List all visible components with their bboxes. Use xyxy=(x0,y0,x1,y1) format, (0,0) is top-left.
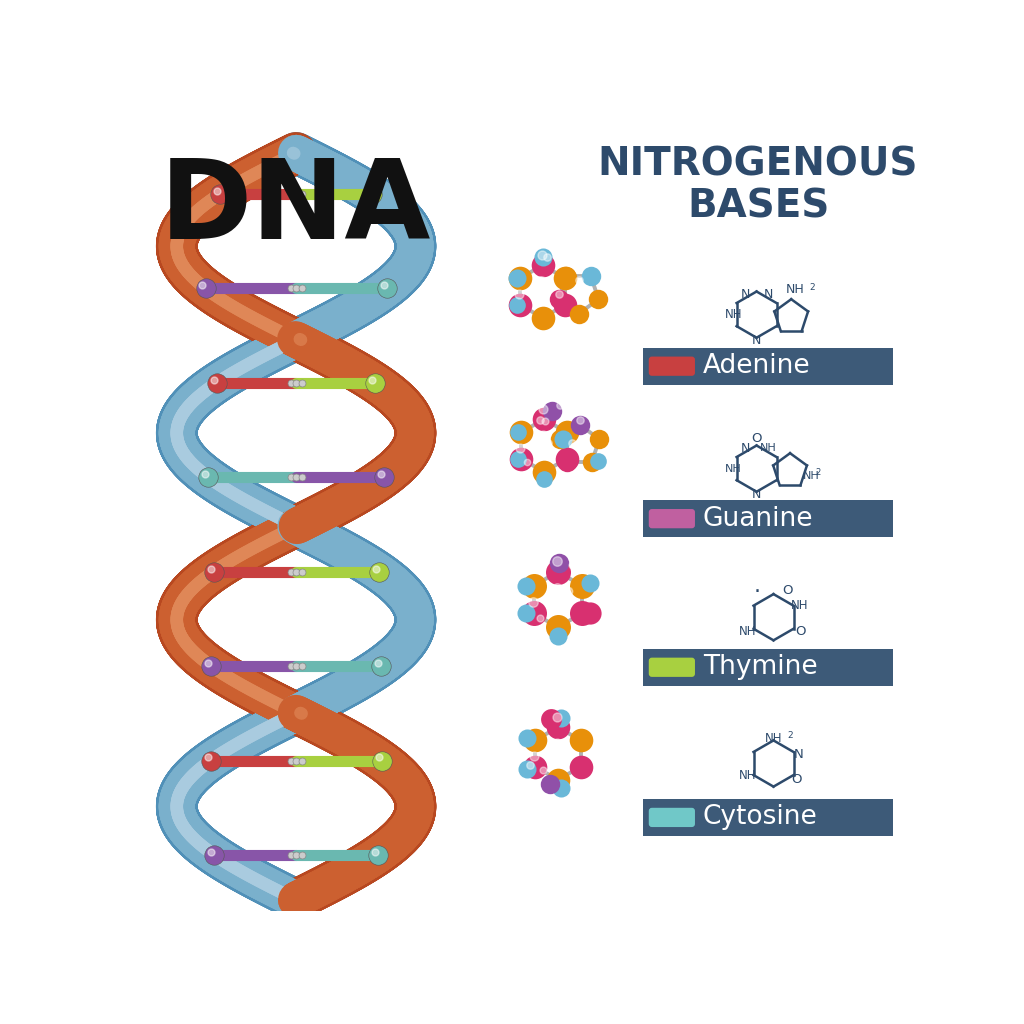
FancyBboxPatch shape xyxy=(643,500,893,538)
Text: NH: NH xyxy=(785,283,805,296)
Text: O: O xyxy=(782,584,793,597)
Text: 2: 2 xyxy=(816,468,821,477)
Text: NITROGENOUS
BASES: NITROGENOUS BASES xyxy=(598,145,919,225)
Text: Cytosine: Cytosine xyxy=(702,805,817,830)
FancyBboxPatch shape xyxy=(649,657,695,677)
Text: NH: NH xyxy=(765,731,782,744)
Text: O: O xyxy=(792,773,802,786)
Text: N: N xyxy=(752,334,761,346)
FancyBboxPatch shape xyxy=(649,356,695,376)
Text: 2: 2 xyxy=(787,731,794,739)
Text: N: N xyxy=(752,487,761,501)
FancyBboxPatch shape xyxy=(643,799,893,836)
Text: Guanine: Guanine xyxy=(702,506,813,531)
Text: N: N xyxy=(794,748,804,761)
Text: O: O xyxy=(795,625,805,638)
Text: NH: NH xyxy=(760,443,776,454)
Text: NH: NH xyxy=(725,464,741,474)
Text: Adenine: Adenine xyxy=(702,353,810,379)
Text: NH: NH xyxy=(725,308,742,322)
Text: O: O xyxy=(752,432,762,445)
Text: Thymine: Thymine xyxy=(702,654,817,680)
Text: N: N xyxy=(764,288,773,301)
FancyBboxPatch shape xyxy=(643,348,893,385)
Text: N: N xyxy=(740,441,750,455)
FancyBboxPatch shape xyxy=(649,808,695,827)
FancyBboxPatch shape xyxy=(649,509,695,528)
Text: N: N xyxy=(740,288,750,301)
Text: DNA: DNA xyxy=(160,156,431,262)
Text: NH: NH xyxy=(739,769,757,781)
Text: 2: 2 xyxy=(809,283,815,292)
Text: NH: NH xyxy=(739,625,757,638)
Text: ·: · xyxy=(754,582,761,602)
Text: NH: NH xyxy=(792,599,809,612)
Text: NH: NH xyxy=(803,471,819,481)
FancyBboxPatch shape xyxy=(643,649,893,686)
